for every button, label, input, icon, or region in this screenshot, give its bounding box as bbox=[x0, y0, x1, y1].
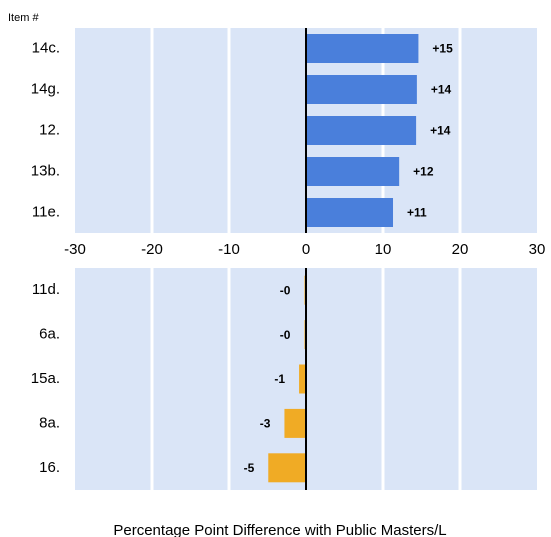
bar bbox=[306, 157, 400, 186]
x-axis-title: Percentage Point Difference with Public … bbox=[113, 522, 446, 537]
value-label: -5 bbox=[244, 461, 255, 475]
bar bbox=[284, 408, 306, 438]
x-tick-label: 20 bbox=[452, 241, 469, 258]
y-tick-label: 11d. bbox=[32, 281, 60, 298]
y-tick-label: 15a. bbox=[31, 370, 60, 387]
x-tick-label: 30 bbox=[529, 241, 546, 258]
x-tick-label: -30 bbox=[64, 241, 86, 258]
value-label: -0 bbox=[280, 328, 291, 342]
y-tick-label: 14c. bbox=[32, 39, 60, 56]
y-tick-label: 14g. bbox=[31, 80, 60, 97]
x-tick-label: 10 bbox=[375, 241, 392, 258]
y-tick-label: 13b. bbox=[31, 162, 60, 179]
bar bbox=[306, 75, 417, 104]
y-tick-label: 8a. bbox=[39, 414, 60, 431]
value-label: -0 bbox=[280, 283, 291, 297]
y-tick-label: 6a. bbox=[39, 326, 60, 343]
value-label: +11 bbox=[407, 206, 427, 220]
x-tick-label: 0 bbox=[302, 241, 310, 258]
bar bbox=[299, 364, 306, 394]
y-axis-title: Item # bbox=[8, 12, 39, 24]
y-tick-label: 11e. bbox=[32, 203, 60, 220]
x-tick-label: -10 bbox=[218, 241, 240, 258]
value-label: -3 bbox=[260, 417, 271, 431]
value-label: +12 bbox=[413, 165, 434, 179]
bar bbox=[306, 198, 394, 227]
x-tick-label: -20 bbox=[141, 241, 163, 258]
value-label: +14 bbox=[430, 124, 451, 138]
value-label: +15 bbox=[432, 42, 453, 56]
bar bbox=[268, 453, 306, 483]
bar bbox=[306, 116, 417, 145]
value-label: -1 bbox=[274, 372, 285, 386]
value-label: +14 bbox=[431, 83, 452, 97]
y-tick-label: 16. bbox=[39, 459, 60, 476]
bar bbox=[306, 34, 419, 63]
y-tick-label: 12. bbox=[39, 121, 60, 138]
